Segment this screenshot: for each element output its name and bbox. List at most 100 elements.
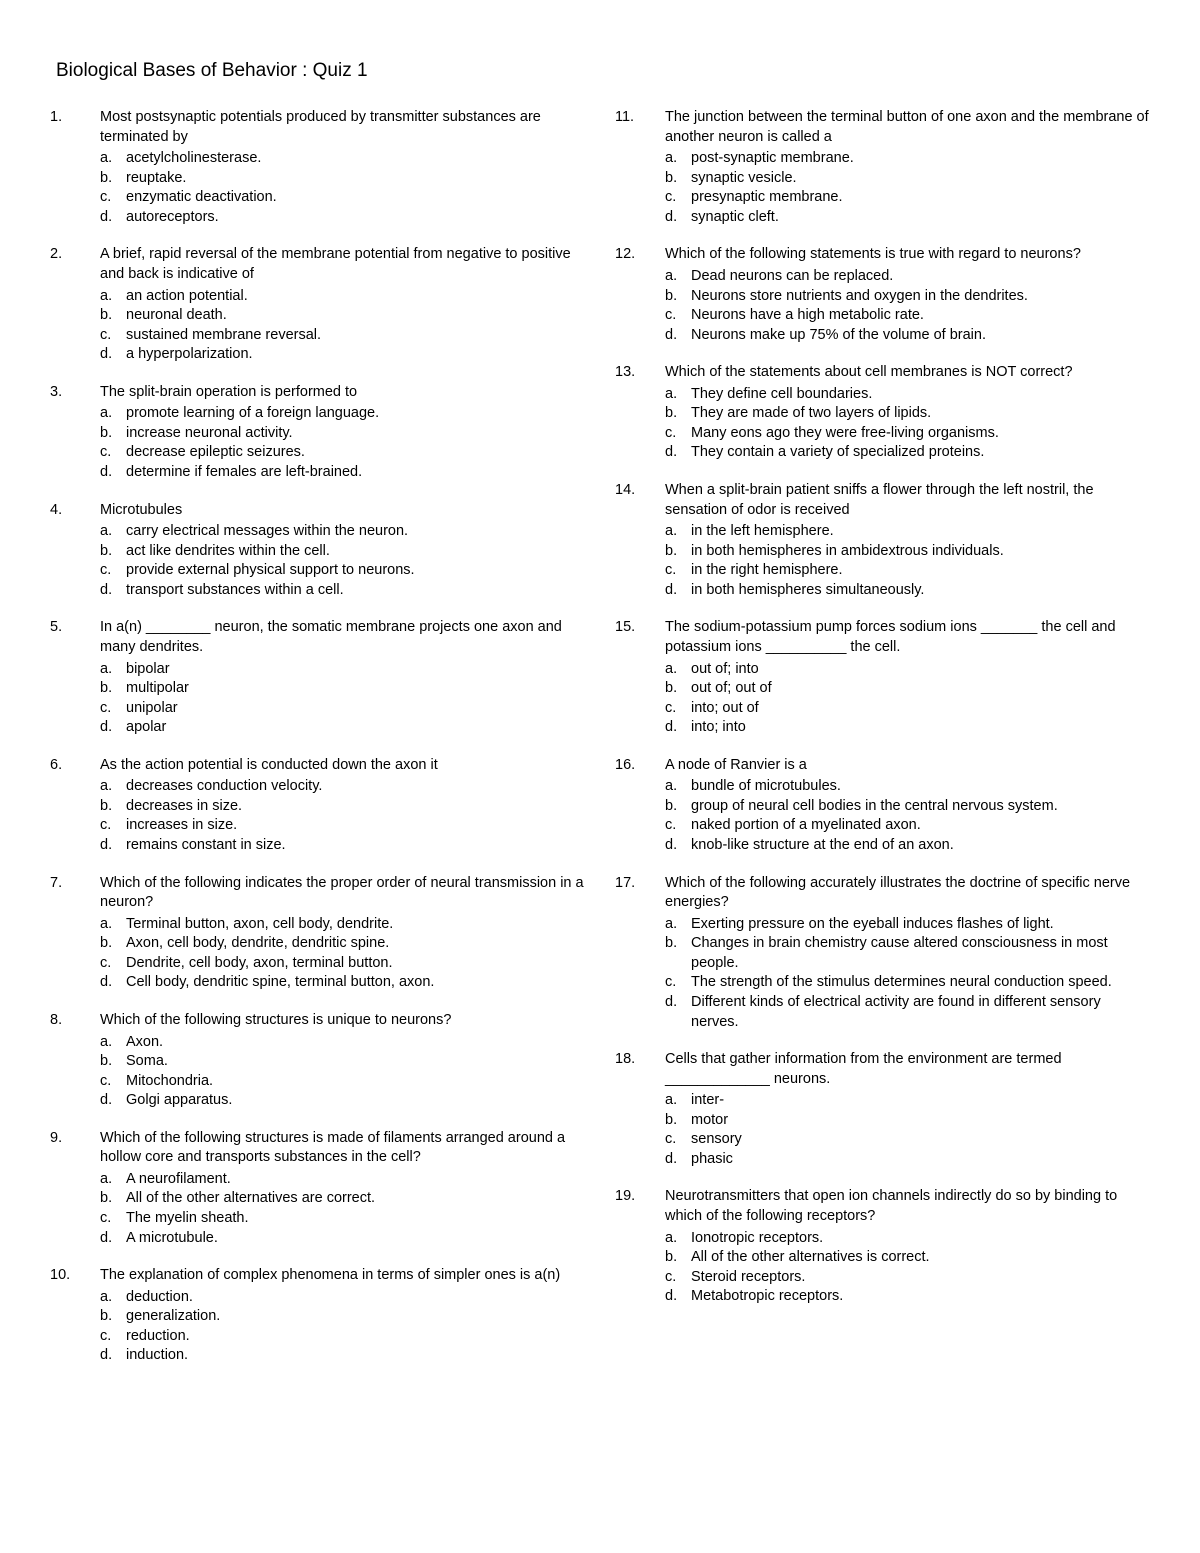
question-body: The sodium-potassium pump forces sodium …: [665, 618, 1150, 737]
option-text: an action potential.: [126, 287, 585, 307]
column-left: 1.Most postsynaptic potentials produced …: [50, 108, 585, 1384]
question: 2.A brief, rapid reversal of the membran…: [50, 245, 585, 364]
option: b.Axon, cell body, dendrite, dendritic s…: [100, 934, 585, 954]
option-letter: c.: [100, 561, 126, 581]
option-text: bipolar: [126, 660, 585, 680]
question-number: 13.: [615, 363, 665, 463]
option-letter: c.: [100, 188, 126, 208]
option-text: Neurons have a high metabolic rate.: [691, 306, 1150, 326]
option-text: apolar: [126, 718, 585, 738]
option-letter: b.: [100, 169, 126, 189]
question-stem: Which of the statements about cell membr…: [665, 363, 1150, 383]
option-text: The myelin sheath.: [126, 1209, 585, 1229]
question: 14.When a split-brain patient sniffs a f…: [615, 481, 1150, 600]
question: 12.Which of the following statements is …: [615, 245, 1150, 345]
option-text: motor: [691, 1111, 1150, 1131]
option-text: induction.: [126, 1346, 585, 1366]
question-number: 5.: [50, 618, 100, 737]
option: a.an action potential.: [100, 287, 585, 307]
option: b.neuronal death.: [100, 306, 585, 326]
option-letter: a.: [100, 149, 126, 169]
question: 18.Cells that gather information from th…: [615, 1050, 1150, 1169]
option: a.decreases conduction velocity.: [100, 777, 585, 797]
option: c.increases in size.: [100, 816, 585, 836]
question-number: 18.: [615, 1050, 665, 1169]
option-text: synaptic vesicle.: [691, 169, 1150, 189]
option: b.decreases in size.: [100, 797, 585, 817]
question-stem: Cells that gather information from the e…: [665, 1050, 1150, 1089]
option-text: in the left hemisphere.: [691, 522, 1150, 542]
option-text: out of; out of: [691, 679, 1150, 699]
option: d.transport substances within a cell.: [100, 581, 585, 601]
option-text: All of the other alternatives are correc…: [126, 1189, 585, 1209]
option-text: transport substances within a cell.: [126, 581, 585, 601]
option-letter: a.: [100, 287, 126, 307]
option-text: into; out of: [691, 699, 1150, 719]
option-text: determine if females are left-brained.: [126, 463, 585, 483]
option-text: They are made of two layers of lipids.: [691, 404, 1150, 424]
question-body: The split-brain operation is performed t…: [100, 383, 585, 483]
option-letter: b.: [100, 542, 126, 562]
option: b.reuptake.: [100, 169, 585, 189]
question-number: 10.: [50, 1266, 100, 1366]
option-letter: a.: [665, 522, 691, 542]
question-number: 6.: [50, 756, 100, 856]
option-text: remains constant in size.: [126, 836, 585, 856]
question-stem: Which of the following accurately illust…: [665, 874, 1150, 913]
option-text: a hyperpolarization.: [126, 345, 585, 365]
option-letter: a.: [100, 1033, 126, 1053]
option-letter: d.: [665, 718, 691, 738]
option: a.Axon.: [100, 1033, 585, 1053]
option: b.in both hemispheres in ambidextrous in…: [665, 542, 1150, 562]
option-letter: c.: [665, 699, 691, 719]
option-letter: c.: [665, 188, 691, 208]
option-text: Soma.: [126, 1052, 585, 1072]
question: 7.Which of the following indicates the p…: [50, 874, 585, 993]
option-text: unipolar: [126, 699, 585, 719]
option-text: in the right hemisphere.: [691, 561, 1150, 581]
option-letter: d.: [100, 718, 126, 738]
question-stem: Microtubules: [100, 501, 585, 521]
option-text: Neurons store nutrients and oxygen in th…: [691, 287, 1150, 307]
option-text: Changes in brain chemistry cause altered…: [691, 934, 1150, 973]
option-text: promote learning of a foreign language.: [126, 404, 585, 424]
option-text: neuronal death.: [126, 306, 585, 326]
option-letter: c.: [665, 306, 691, 326]
option: c.Mitochondria.: [100, 1072, 585, 1092]
question: 13.Which of the statements about cell me…: [615, 363, 1150, 463]
option: c.Dendrite, cell body, axon, terminal bu…: [100, 954, 585, 974]
option-text: in both hemispheres in ambidextrous indi…: [691, 542, 1150, 562]
option-text: Terminal button, axon, cell body, dendri…: [126, 915, 585, 935]
option: d.induction.: [100, 1346, 585, 1366]
option: a.acetylcholinesterase.: [100, 149, 585, 169]
question: 15.The sodium-potassium pump forces sodi…: [615, 618, 1150, 737]
question: 9.Which of the following structures is m…: [50, 1129, 585, 1248]
option-text: increase neuronal activity.: [126, 424, 585, 444]
option-text: Axon.: [126, 1033, 585, 1053]
option-letter: b.: [665, 404, 691, 424]
option-text: acetylcholinesterase.: [126, 149, 585, 169]
option-letter: c.: [100, 1072, 126, 1092]
option-text: reduction.: [126, 1327, 585, 1347]
question-body: Cells that gather information from the e…: [665, 1050, 1150, 1169]
option-text: act like dendrites within the cell.: [126, 542, 585, 562]
question-body: As the action potential is conducted dow…: [100, 756, 585, 856]
option: c.enzymatic deactivation.: [100, 188, 585, 208]
question-body: Which of the following structures is uni…: [100, 1011, 585, 1111]
option-letter: b.: [100, 1307, 126, 1327]
option: d.Golgi apparatus.: [100, 1091, 585, 1111]
option: a.A neurofilament.: [100, 1170, 585, 1190]
option: d.apolar: [100, 718, 585, 738]
question-body: Most postsynaptic potentials produced by…: [100, 108, 585, 227]
option-letter: a.: [100, 522, 126, 542]
question-number: 1.: [50, 108, 100, 227]
question: 19.Neurotransmitters that open ion chann…: [615, 1187, 1150, 1306]
question-stem: In a(n) ________ neuron, the somatic mem…: [100, 618, 585, 657]
question-number: 3.: [50, 383, 100, 483]
option: b.out of; out of: [665, 679, 1150, 699]
option: c.sustained membrane reversal.: [100, 326, 585, 346]
option-letter: c.: [665, 1268, 691, 1288]
option: d.Cell body, dendritic spine, terminal b…: [100, 973, 585, 993]
option: c.decrease epileptic seizures.: [100, 443, 585, 463]
option: b.All of the other alternatives are corr…: [100, 1189, 585, 1209]
